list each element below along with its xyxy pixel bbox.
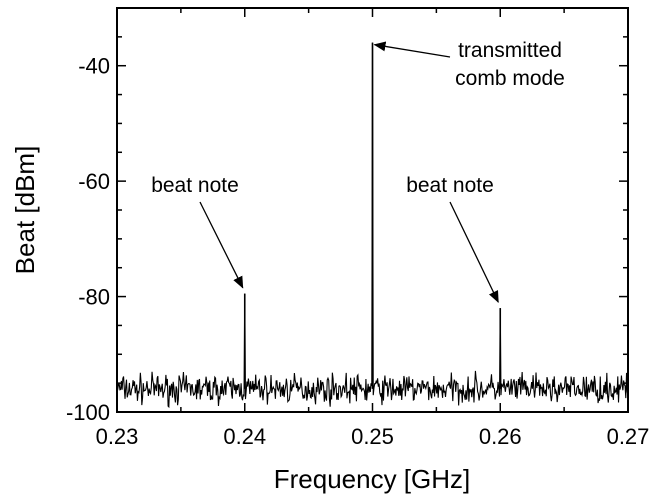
y-axis-label: Beat [dBm] — [10, 146, 40, 275]
y-tick-label: -60 — [78, 169, 110, 194]
x-tick-label: 0.23 — [96, 424, 139, 449]
x-axis-label: Frequency [GHz] — [274, 464, 471, 494]
x-tick-label: 0.26 — [479, 424, 522, 449]
y-tick-label: -100 — [66, 400, 110, 425]
annotation-arrow — [449, 201, 499, 304]
annotation-text: beat note — [406, 174, 494, 197]
annotation-text: comb mode — [455, 67, 565, 90]
x-tick-label: 0.25 — [351, 424, 394, 449]
annotation-arrow — [199, 201, 244, 289]
annotation-arrow — [373, 41, 451, 58]
y-tick-label: -80 — [78, 285, 110, 310]
x-tick-label: 0.27 — [607, 424, 650, 449]
x-tick-label: 0.24 — [223, 424, 266, 449]
annotation-text: transmitted — [458, 39, 562, 62]
y-tick-label: -40 — [78, 54, 110, 79]
annotation-text: beat note — [151, 174, 239, 197]
